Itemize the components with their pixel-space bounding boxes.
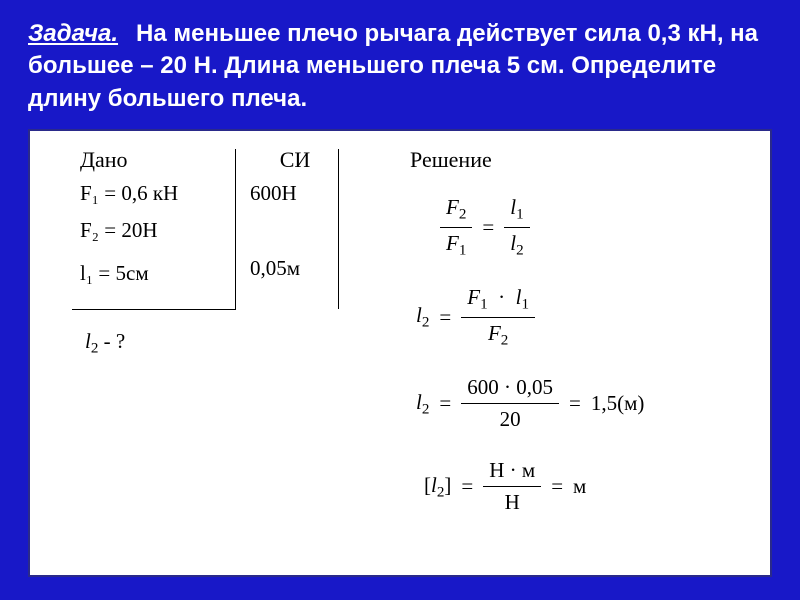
si-column: СИ 600Н 0,05м [250,147,340,293]
work-area: Дано F₁ = 0,6 кН F₂ = 20Н l₁ = 5см СИ 60… [28,129,772,577]
equation-1: F2 F1 = l1 l2 [410,195,740,259]
solution-column: Решение F2 F1 = l1 l2 l2 = F1 · l1 F2 [410,147,740,541]
equation-3: l2 = 600 · 0,05 20 = 1,5(м) [410,375,740,432]
given-f1: F₁ = 0,6 кН [80,181,240,206]
si-l1: 0,05м [250,256,340,281]
si-header: СИ [250,147,340,173]
eq4-result: м [573,474,586,499]
find: l2 - ? [85,329,125,358]
problem-header: Задача.На меньшее плечо рычага действует… [28,18,772,115]
given-column: Дано F₁ = 0,6 кН F₂ = 20Н l₁ = 5см [80,147,240,298]
problem-label: Задача. [28,20,118,47]
solution-header: Решение [410,147,740,173]
eq3-den: 20 [461,404,559,432]
given-underline [72,309,236,310]
equation-2: l2 = F1 · l1 F2 [410,285,740,349]
given-f2: F₂ = 20Н [80,218,240,243]
si-f1: 600Н [250,181,340,206]
given-l1: l₁ = 5см [80,261,240,286]
eq3-num: 600 · 0,05 [461,375,559,404]
equation-4: [l2] = Н · м Н = м [410,458,740,515]
given-header: Дано [80,147,240,173]
eq4-num: Н · м [483,458,541,487]
problem-text: На меньшее плечо рычага действует сила 0… [28,20,758,112]
eq3-result: 1,5(м) [591,391,645,416]
eq4-den: Н [483,487,541,515]
slide: Задача.На меньшее плечо рычага действует… [0,0,800,600]
